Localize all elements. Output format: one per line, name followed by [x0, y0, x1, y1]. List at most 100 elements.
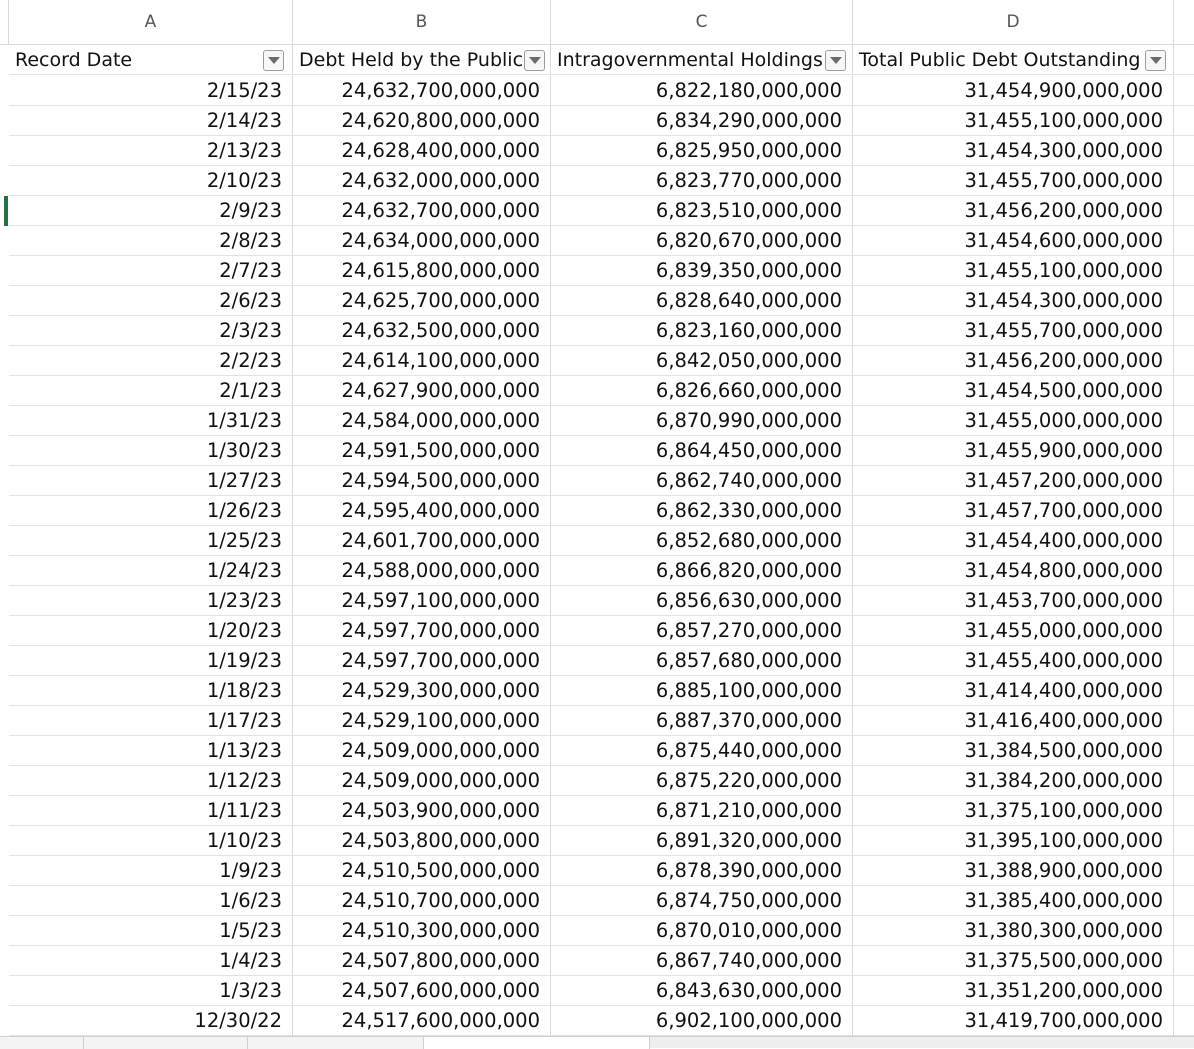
empty-cell[interactable]: [1174, 706, 1194, 736]
intragovernmental-cell[interactable]: 6,902,100,000,000: [551, 1006, 853, 1036]
intragovernmental-cell[interactable]: 6,823,510,000,000: [551, 196, 853, 226]
debt-held-public-cell[interactable]: 24,510,700,000,000: [293, 886, 551, 916]
empty-cell[interactable]: [1174, 136, 1194, 166]
total-public-debt-cell[interactable]: 31,454,600,000,000: [853, 226, 1174, 256]
total-public-debt-cell[interactable]: 31,454,800,000,000: [853, 556, 1174, 586]
header-cell-record-date[interactable]: Record Date: [9, 45, 293, 75]
intragovernmental-cell[interactable]: 6,887,370,000,000: [551, 706, 853, 736]
empty-cell[interactable]: [1174, 646, 1194, 676]
intragovernmental-cell[interactable]: 6,862,740,000,000: [551, 466, 853, 496]
empty-cell[interactable]: [1174, 436, 1194, 466]
record-date-cell[interactable]: 2/2/23: [9, 346, 293, 376]
total-public-debt-cell[interactable]: 31,454,400,000,000: [853, 526, 1174, 556]
total-public-debt-cell[interactable]: 31,416,400,000,000: [853, 706, 1174, 736]
debt-held-public-cell[interactable]: 24,503,900,000,000: [293, 796, 551, 826]
empty-cell[interactable]: [1174, 736, 1194, 766]
debt-held-public-cell[interactable]: 24,620,800,000,000: [293, 106, 551, 136]
empty-cell[interactable]: [1174, 286, 1194, 316]
record-date-cell[interactable]: 2/8/23: [9, 226, 293, 256]
total-public-debt-cell[interactable]: 31,351,200,000,000: [853, 976, 1174, 1006]
debt-held-public-cell[interactable]: 24,509,000,000,000: [293, 766, 551, 796]
total-public-debt-cell[interactable]: 31,456,200,000,000: [853, 346, 1174, 376]
debt-held-public-cell[interactable]: 24,503,800,000,000: [293, 826, 551, 856]
filter-dropdown-icon[interactable]: [524, 50, 545, 71]
empty-cell[interactable]: [1174, 45, 1194, 75]
record-date-cell[interactable]: 2/13/23: [9, 136, 293, 166]
debt-held-public-cell[interactable]: 24,615,800,000,000: [293, 256, 551, 286]
total-public-debt-cell[interactable]: 31,380,300,000,000: [853, 916, 1174, 946]
intragovernmental-cell[interactable]: 6,826,660,000,000: [551, 376, 853, 406]
empty-cell[interactable]: [1174, 166, 1194, 196]
total-public-debt-cell[interactable]: 31,457,700,000,000: [853, 496, 1174, 526]
sheet-tab[interactable]: [0, 1037, 84, 1049]
empty-cell[interactable]: [1174, 466, 1194, 496]
record-date-cell[interactable]: 2/3/23: [9, 316, 293, 346]
header-cell-total-public-debt[interactable]: Total Public Debt Outstanding: [853, 45, 1174, 75]
record-date-cell[interactable]: 1/17/23: [9, 706, 293, 736]
intragovernmental-cell[interactable]: 6,875,220,000,000: [551, 766, 853, 796]
total-public-debt-cell[interactable]: 31,388,900,000,000: [853, 856, 1174, 886]
total-public-debt-cell[interactable]: 31,455,000,000,000: [853, 616, 1174, 646]
intragovernmental-cell[interactable]: 6,825,950,000,000: [551, 136, 853, 166]
intragovernmental-cell[interactable]: 6,823,160,000,000: [551, 316, 853, 346]
debt-held-public-cell[interactable]: 24,601,700,000,000: [293, 526, 551, 556]
empty-cell[interactable]: [1174, 886, 1194, 916]
record-date-cell[interactable]: 1/5/23: [9, 916, 293, 946]
intragovernmental-cell[interactable]: 6,842,050,000,000: [551, 346, 853, 376]
debt-held-public-cell[interactable]: 24,507,600,000,000: [293, 976, 551, 1006]
intragovernmental-cell[interactable]: 6,870,990,000,000: [551, 406, 853, 436]
filter-dropdown-icon[interactable]: [263, 50, 284, 71]
intragovernmental-cell[interactable]: 6,866,820,000,000: [551, 556, 853, 586]
total-public-debt-cell[interactable]: 31,456,200,000,000: [853, 196, 1174, 226]
empty-cell[interactable]: [1174, 796, 1194, 826]
intragovernmental-cell[interactable]: 6,834,290,000,000: [551, 106, 853, 136]
column-header-b[interactable]: B: [293, 0, 551, 45]
debt-held-public-cell[interactable]: 24,628,400,000,000: [293, 136, 551, 166]
empty-cell[interactable]: [1174, 916, 1194, 946]
intragovernmental-cell[interactable]: 6,823,770,000,000: [551, 166, 853, 196]
debt-held-public-cell[interactable]: 24,584,000,000,000: [293, 406, 551, 436]
total-public-debt-cell[interactable]: 31,454,500,000,000: [853, 376, 1174, 406]
debt-held-public-cell[interactable]: 24,597,700,000,000: [293, 646, 551, 676]
debt-held-public-cell[interactable]: 24,509,000,000,000: [293, 736, 551, 766]
column-header-d[interactable]: D: [853, 0, 1174, 45]
record-date-cell[interactable]: 1/19/23: [9, 646, 293, 676]
intragovernmental-cell[interactable]: 6,864,450,000,000: [551, 436, 853, 466]
empty-cell[interactable]: [1174, 826, 1194, 856]
debt-held-public-cell[interactable]: 24,529,300,000,000: [293, 676, 551, 706]
total-public-debt-cell[interactable]: 31,414,400,000,000: [853, 676, 1174, 706]
filter-dropdown-icon[interactable]: [825, 50, 846, 71]
record-date-cell[interactable]: 1/13/23: [9, 736, 293, 766]
empty-cell[interactable]: [1174, 976, 1194, 1006]
total-public-debt-cell[interactable]: 31,455,100,000,000: [853, 106, 1174, 136]
filter-dropdown-icon[interactable]: [1145, 50, 1166, 71]
total-public-debt-cell[interactable]: 31,384,500,000,000: [853, 736, 1174, 766]
debt-held-public-cell[interactable]: 24,597,100,000,000: [293, 586, 551, 616]
empty-cell[interactable]: [1174, 106, 1194, 136]
record-date-cell[interactable]: 1/20/23: [9, 616, 293, 646]
empty-cell[interactable]: [1174, 406, 1194, 436]
total-public-debt-cell[interactable]: 31,384,200,000,000: [853, 766, 1174, 796]
debt-held-public-cell[interactable]: 24,632,500,000,000: [293, 316, 551, 346]
debt-held-public-cell[interactable]: 24,510,300,000,000: [293, 916, 551, 946]
empty-cell[interactable]: [1174, 226, 1194, 256]
intragovernmental-cell[interactable]: 6,875,440,000,000: [551, 736, 853, 766]
intragovernmental-cell[interactable]: 6,852,680,000,000: [551, 526, 853, 556]
empty-cell[interactable]: [1174, 346, 1194, 376]
total-public-debt-cell[interactable]: 31,385,400,000,000: [853, 886, 1174, 916]
empty-cell[interactable]: [1174, 676, 1194, 706]
debt-held-public-cell[interactable]: 24,632,700,000,000: [293, 196, 551, 226]
total-public-debt-cell[interactable]: 31,454,900,000,000: [853, 76, 1174, 106]
intragovernmental-cell[interactable]: 6,867,740,000,000: [551, 946, 853, 976]
record-date-cell[interactable]: 1/18/23: [9, 676, 293, 706]
record-date-cell[interactable]: 1/3/23: [9, 976, 293, 1006]
record-date-cell[interactable]: 1/12/23: [9, 766, 293, 796]
total-public-debt-cell[interactable]: 31,395,100,000,000: [853, 826, 1174, 856]
intragovernmental-cell[interactable]: 6,891,320,000,000: [551, 826, 853, 856]
empty-cell[interactable]: [1174, 616, 1194, 646]
record-date-cell[interactable]: 2/9/23: [9, 196, 293, 226]
debt-held-public-cell[interactable]: 24,507,800,000,000: [293, 946, 551, 976]
debt-held-public-cell[interactable]: 24,632,000,000,000: [293, 166, 551, 196]
record-date-cell[interactable]: 2/6/23: [9, 286, 293, 316]
record-date-cell[interactable]: 2/15/23: [9, 76, 293, 106]
